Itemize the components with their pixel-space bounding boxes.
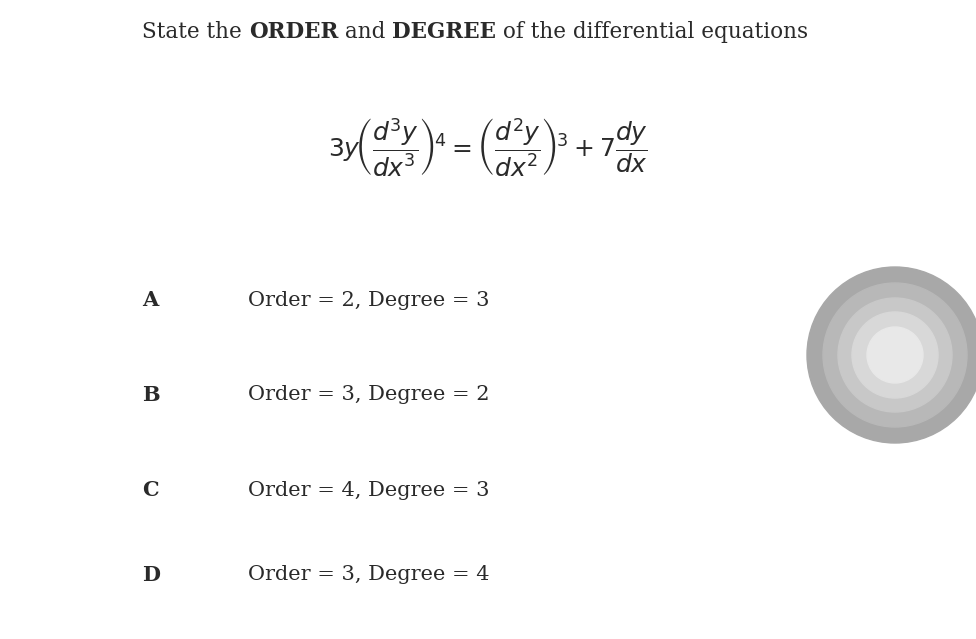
- Text: ORDER: ORDER: [249, 21, 338, 43]
- Text: DEGREE: DEGREE: [392, 21, 496, 43]
- Text: C: C: [142, 480, 159, 500]
- Text: D: D: [142, 565, 160, 585]
- Circle shape: [823, 283, 967, 427]
- Text: Order = 3, Degree = 4: Order = 3, Degree = 4: [248, 566, 490, 585]
- Text: $3y\!\left(\dfrac{d^3y}{dx^3}\right)^{\!4}=\left(\dfrac{d^2y}{dx^2}\right)^{\!3}: $3y\!\left(\dfrac{d^3y}{dx^3}\right)^{\!…: [328, 117, 648, 179]
- Circle shape: [838, 298, 952, 412]
- Text: of the differential equations: of the differential equations: [496, 21, 808, 43]
- Text: and: and: [338, 21, 392, 43]
- Circle shape: [852, 312, 938, 398]
- Circle shape: [867, 327, 923, 383]
- Text: Order = 3, Degree = 2: Order = 3, Degree = 2: [248, 385, 490, 404]
- Text: Order = 2, Degree = 3: Order = 2, Degree = 3: [248, 291, 490, 309]
- Text: B: B: [142, 385, 160, 405]
- Text: Order = 4, Degree = 3: Order = 4, Degree = 3: [248, 481, 490, 500]
- Text: State the: State the: [142, 21, 249, 43]
- Text: A: A: [142, 290, 158, 310]
- Circle shape: [807, 267, 976, 443]
